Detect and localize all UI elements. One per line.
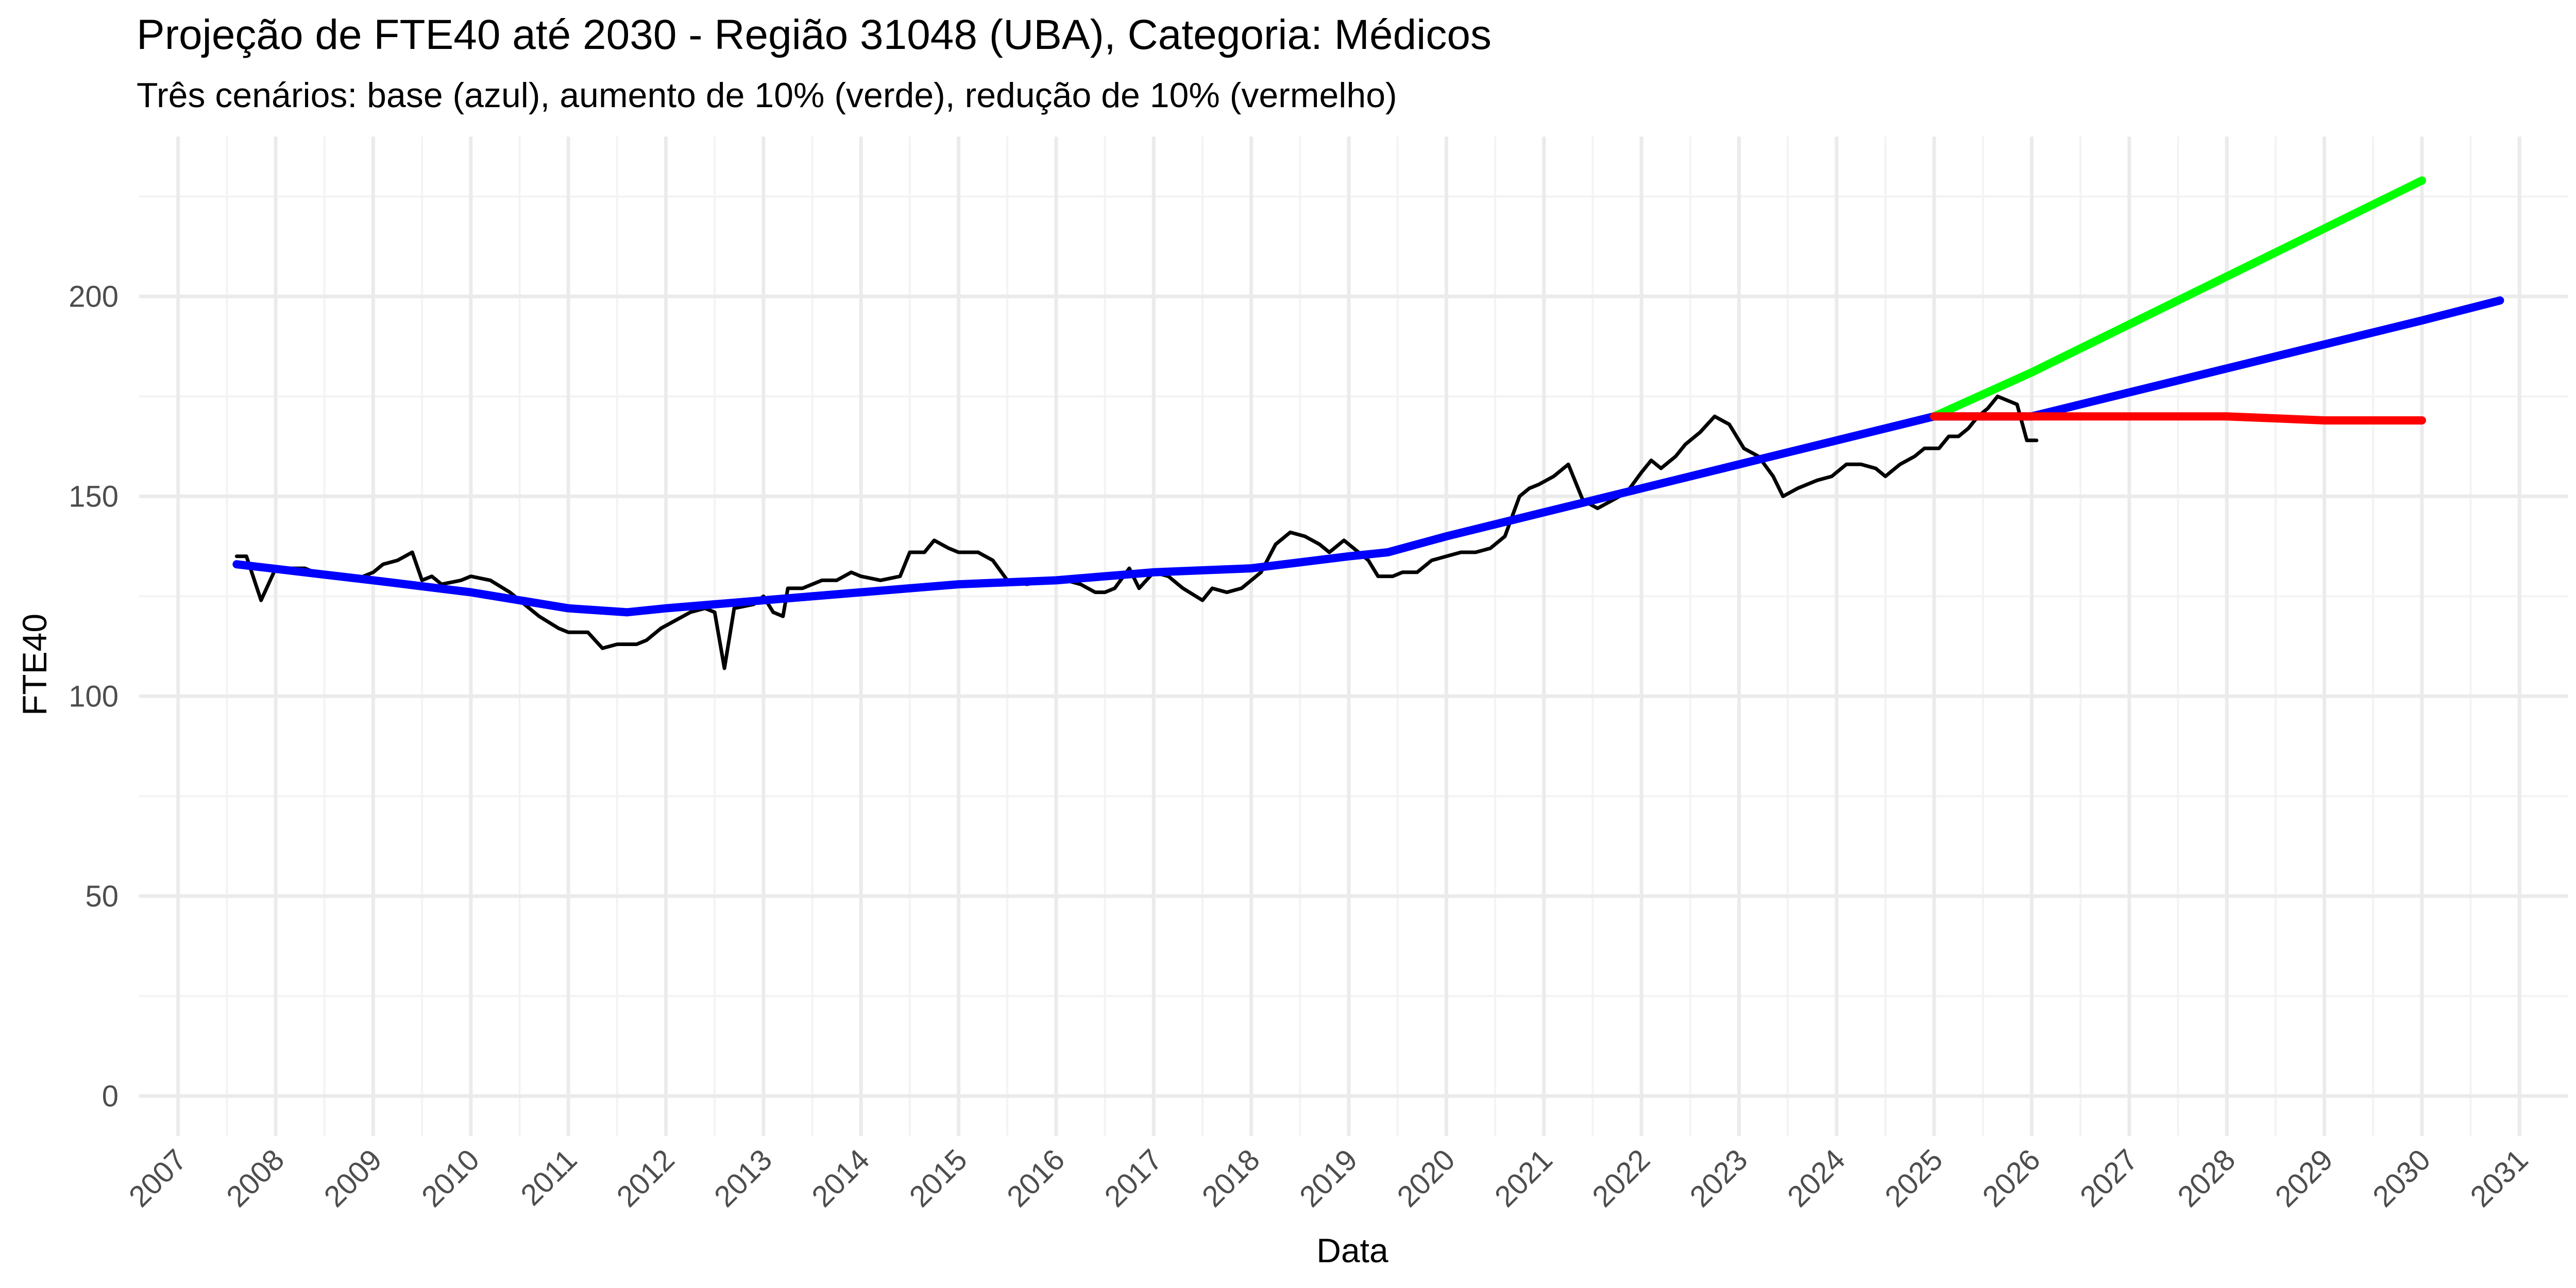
x-tick-label: 2014 xyxy=(805,1143,876,1213)
x-tick-label: 2019 xyxy=(1293,1143,1364,1213)
x-tick-label: 2016 xyxy=(1001,1143,1071,1213)
series-line-decrease xyxy=(1930,412,2426,425)
x-tick-label: 2007 xyxy=(123,1143,193,1213)
x-tick-label: 2021 xyxy=(1488,1143,1559,1213)
x-tick-label: 2022 xyxy=(1586,1143,1656,1213)
x-tick-label: 2027 xyxy=(2074,1143,2144,1213)
x-tick-label: 2024 xyxy=(1781,1143,1852,1213)
x-tick-label: 2011 xyxy=(514,1143,583,1212)
y-tick-label: 100 xyxy=(69,680,118,713)
grid xyxy=(139,137,2568,1136)
x-tick-label: 2012 xyxy=(611,1143,681,1213)
y-tick-label: 0 xyxy=(102,1079,118,1113)
chart-title: Projeção de FTE40 até 2030 - Região 3104… xyxy=(137,11,1492,58)
y-tick-label: 50 xyxy=(85,879,118,913)
series-layer xyxy=(232,176,2504,670)
y-axis-label: FTE40 xyxy=(15,614,54,716)
x-axis-ticks: 2007 2008 2009 2010 2011 2012 2013 2014 2015 2016… xyxy=(123,1143,2535,1213)
x-axis-label: Data xyxy=(1316,1231,1388,1269)
y-tick-label: 200 xyxy=(69,280,118,313)
x-tick-label: 2020 xyxy=(1391,1143,1461,1213)
x-tick-label: 2023 xyxy=(1683,1143,1754,1213)
x-tick-label: 2015 xyxy=(903,1143,974,1213)
x-tick-label: 2017 xyxy=(1098,1143,1168,1213)
x-tick-label: 2018 xyxy=(1196,1143,1266,1213)
y-tick-label: 150 xyxy=(69,480,118,513)
x-tick-label: 2013 xyxy=(708,1143,778,1213)
chart-subtitle: Três cenários: base (azul), aumento de 1… xyxy=(137,76,1397,115)
x-tick-label: 2025 xyxy=(1878,1143,1949,1213)
x-tick-label: 2029 xyxy=(2269,1143,2340,1213)
x-tick-label: 2030 xyxy=(2366,1143,2437,1213)
x-tick-label: 2009 xyxy=(317,1143,388,1213)
x-tick-label: 2031 xyxy=(2464,1143,2534,1213)
x-tick-label: 2010 xyxy=(415,1143,486,1213)
x-tick-label: 2026 xyxy=(1976,1143,2047,1213)
series-line-observed xyxy=(234,394,2039,670)
series-line-base xyxy=(232,296,2504,617)
y-axis-ticks: 0 50 100 150 200 xyxy=(69,280,118,1113)
x-tick-label: 2028 xyxy=(2171,1143,2242,1213)
x-tick-label: 2008 xyxy=(220,1143,291,1213)
series-line-increase xyxy=(1930,176,2426,421)
